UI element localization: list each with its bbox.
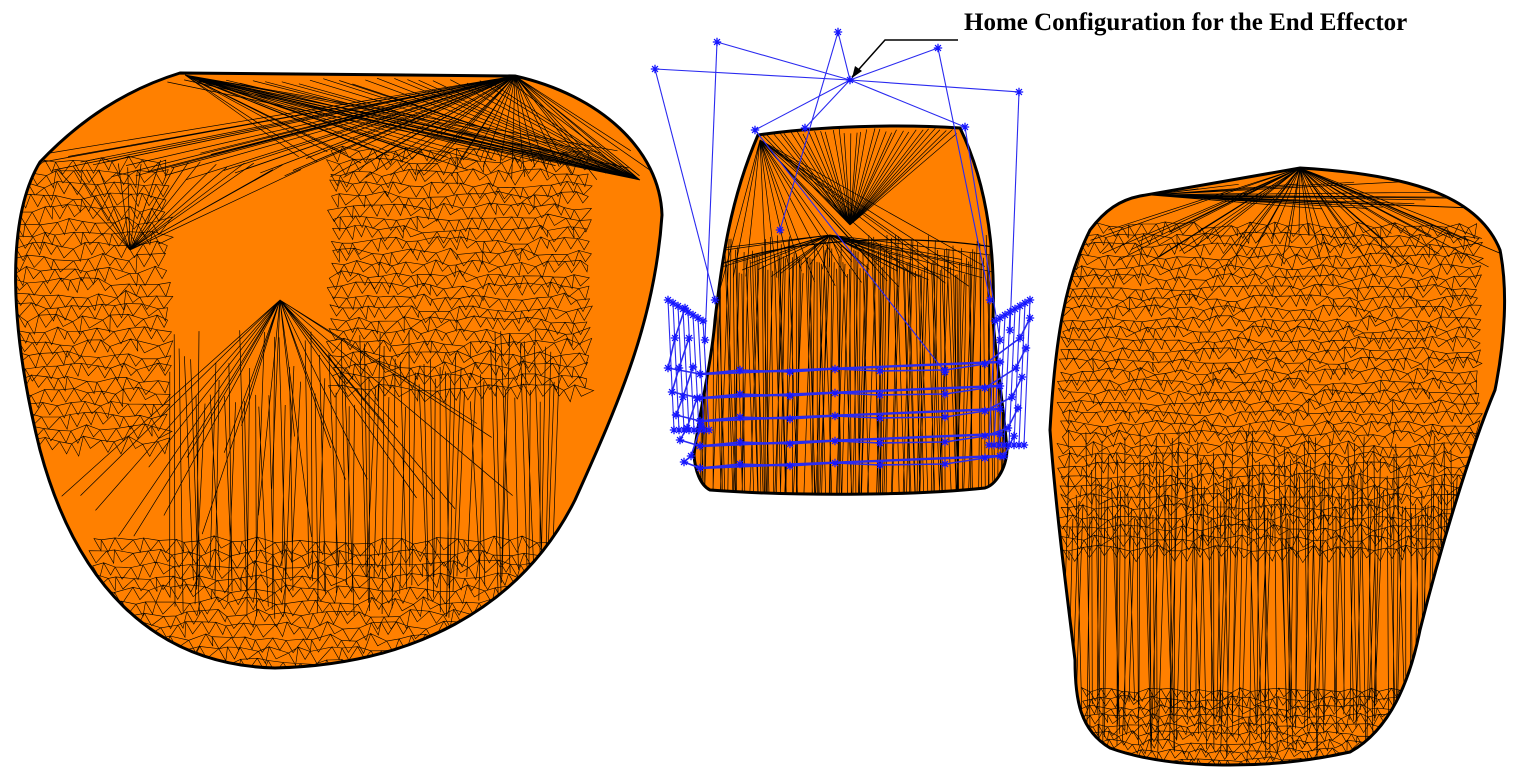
arrow-head-icon: [852, 66, 862, 78]
left-mesh-object: [14, 71, 664, 670]
annotation-leader: [851, 39, 958, 78]
path-marker-icon: [650, 27, 1035, 473]
center-mesh-object: [692, 124, 1009, 496]
end-effector-path: [650, 27, 1035, 473]
right-mesh-object: [1048, 166, 1507, 767]
home-configuration-label: Home Configuration for the End Effector: [964, 9, 1408, 36]
